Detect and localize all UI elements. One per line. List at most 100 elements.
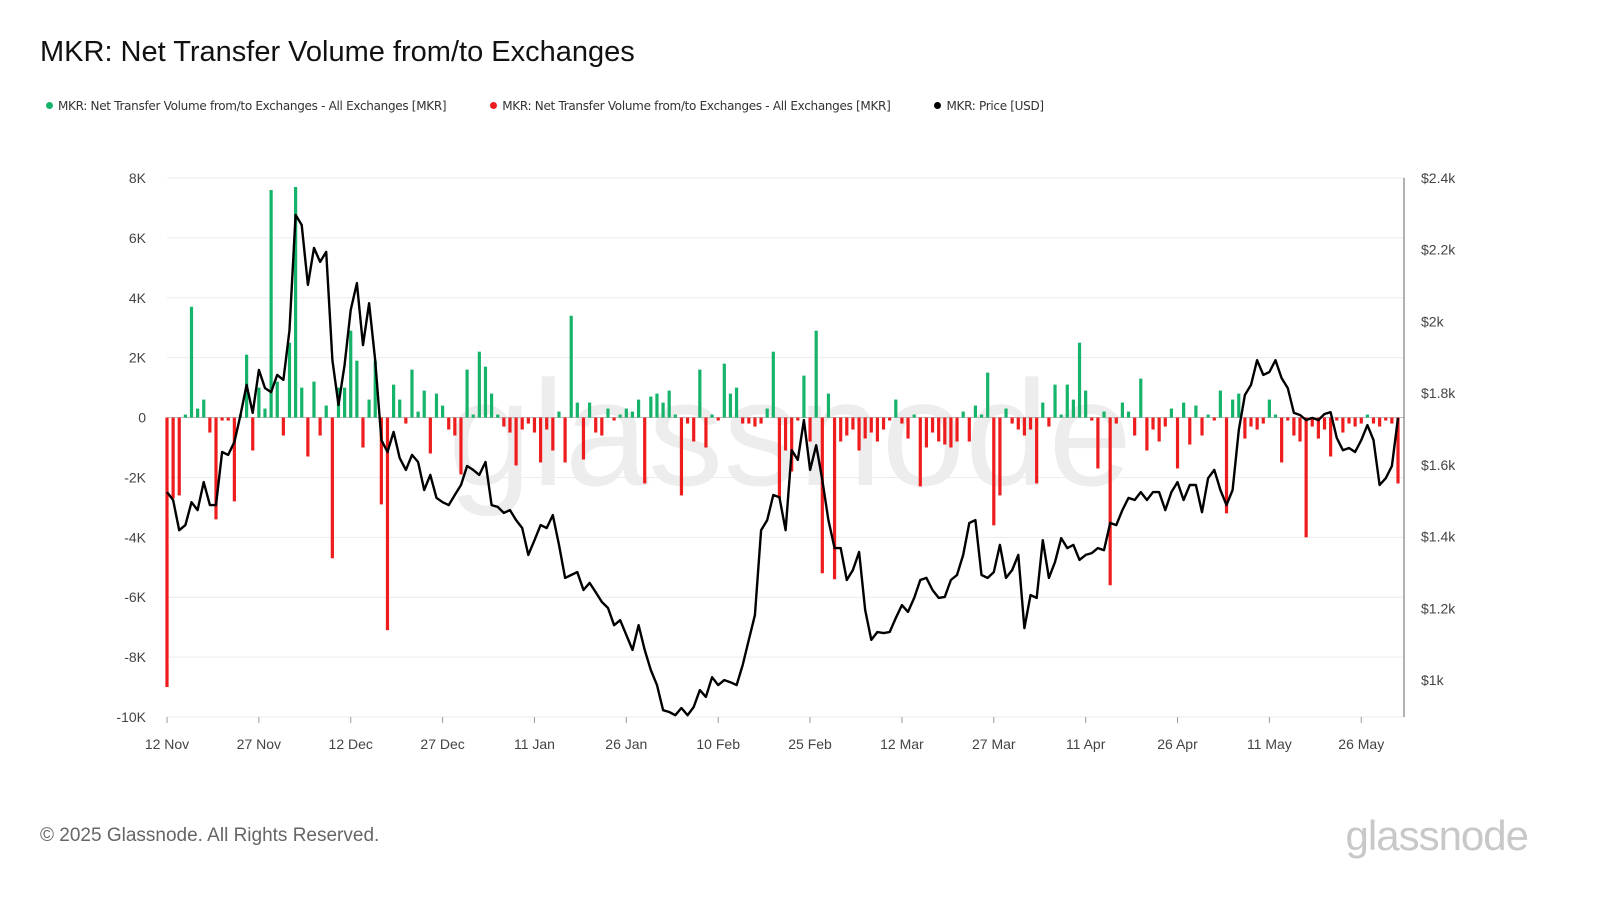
bar-outflow xyxy=(532,417,537,433)
bar-outflow xyxy=(716,417,720,421)
legend-item-inflow[interactable]: MKR: Net Transfer Volume from/to Exchang… xyxy=(46,99,447,113)
x-tick-label: 27 Nov xyxy=(237,736,281,752)
bar-outflow xyxy=(1322,417,1327,430)
legend: MKR: Net Transfer Volume from/to Exchang… xyxy=(46,99,1044,113)
bar-inflow xyxy=(618,414,622,418)
y-left-tick-label: -2K xyxy=(124,469,146,485)
bar-inflow xyxy=(569,315,573,418)
bar-inflow xyxy=(416,411,420,418)
watermark: glassnode xyxy=(448,349,1132,517)
bar-outflow xyxy=(863,417,867,439)
x-tick-label: 26 Apr xyxy=(1157,736,1198,752)
bar-outflow xyxy=(679,417,684,496)
bar-inflow xyxy=(1231,399,1235,418)
bar-inflow xyxy=(649,396,653,418)
y-right-tick-label: $1k xyxy=(1421,672,1445,688)
bar-outflow xyxy=(741,417,745,424)
bar-outflow xyxy=(171,417,175,499)
bar-outflow xyxy=(330,417,334,559)
bar-inflow xyxy=(765,408,769,418)
bar-inflow xyxy=(814,330,818,418)
bar-outflow xyxy=(208,417,212,433)
legend-item-price[interactable]: MKR: Price [USD] xyxy=(934,99,1044,113)
bar-inflow xyxy=(1206,414,1210,418)
bar-inflow xyxy=(655,393,659,418)
bar-outflow xyxy=(1396,417,1400,484)
bar-outflow xyxy=(1022,417,1027,436)
bar-inflow xyxy=(343,387,347,418)
bar-outflow xyxy=(796,417,800,421)
bar-outflow xyxy=(1096,417,1100,469)
bar-outflow xyxy=(937,417,941,442)
bar-inflow xyxy=(349,330,353,418)
bar-outflow xyxy=(1280,417,1284,463)
bar-inflow xyxy=(698,369,702,418)
bar-outflow xyxy=(1108,417,1112,586)
bar-inflow xyxy=(294,186,298,418)
bar-outflow xyxy=(306,417,310,457)
bar-outflow xyxy=(888,417,892,421)
y-left-tick-label: -8K xyxy=(124,649,146,665)
bar-inflow xyxy=(269,189,273,418)
y-right-tick-label: $1.4k xyxy=(1421,529,1456,545)
bar-inflow xyxy=(661,402,665,418)
y-left-tick-label: 2K xyxy=(129,350,147,366)
price-line xyxy=(166,213,1400,717)
bar-outflow xyxy=(1175,417,1180,469)
bar-inflow xyxy=(312,381,316,418)
bar-inflow xyxy=(587,402,592,418)
bar-outflow xyxy=(1188,417,1192,445)
bar-outflow xyxy=(924,417,929,448)
bar-outflow xyxy=(1016,417,1020,430)
legend-item-outflow[interactable]: MKR: Net Transfer Volume from/to Exchang… xyxy=(490,99,891,113)
x-tick-label: 10 Feb xyxy=(696,736,740,752)
bar-inflow xyxy=(196,408,200,418)
bar-inflow xyxy=(1194,405,1198,418)
bar-outflow xyxy=(747,417,751,424)
bar-outflow xyxy=(753,417,757,427)
bar-outflow xyxy=(839,417,843,442)
bar-inflow xyxy=(398,399,402,418)
bar-outflow xyxy=(643,417,647,484)
bar-inflow xyxy=(1126,411,1131,418)
bar-inflow xyxy=(355,360,359,418)
bar-inflow xyxy=(189,306,194,418)
bar-inflow xyxy=(1102,411,1106,418)
bar-outflow xyxy=(1212,417,1216,421)
bar-inflow xyxy=(1139,378,1143,418)
bar-outflow xyxy=(900,417,904,424)
bar-outflow xyxy=(1347,417,1351,424)
bar-outflow xyxy=(1261,417,1265,424)
bar-outflow xyxy=(777,417,782,499)
bar-inflow xyxy=(802,375,806,418)
bar-inflow xyxy=(722,363,726,418)
y-left-tick-label: 4K xyxy=(129,290,147,306)
bar-inflow xyxy=(1273,414,1278,418)
bar-outflow xyxy=(1341,417,1345,433)
bar-inflow xyxy=(710,414,714,418)
bar-outflow xyxy=(453,417,457,436)
bar-outflow xyxy=(1353,417,1357,427)
bar-inflow xyxy=(1065,384,1069,418)
y-left-tick-label: 8K xyxy=(129,170,147,186)
bar-inflow xyxy=(667,390,671,418)
bar-inflow xyxy=(263,408,267,418)
bar-outflow xyxy=(251,417,255,451)
bar-inflow xyxy=(471,414,475,418)
bar-outflow xyxy=(318,417,322,436)
bar-inflow xyxy=(300,387,304,418)
y-left-tick-label: -6K xyxy=(124,589,146,605)
bar-inflow xyxy=(183,414,187,418)
bar-outflow xyxy=(930,417,935,433)
y-right-tick-label: $2.2k xyxy=(1421,242,1456,258)
bar-outflow xyxy=(379,417,383,505)
bar-inflow xyxy=(410,369,414,418)
legend-label: MKR: Price [USD] xyxy=(946,99,1044,113)
bar-inflow xyxy=(465,369,469,418)
bar-outflow xyxy=(1310,417,1314,427)
bar-inflow xyxy=(1365,414,1369,418)
bar-inflow xyxy=(606,408,610,418)
bar-outflow xyxy=(1329,417,1333,457)
green-dot-icon xyxy=(46,102,53,109)
legend-label: MKR: Net Transfer Volume from/to Exchang… xyxy=(502,99,891,113)
